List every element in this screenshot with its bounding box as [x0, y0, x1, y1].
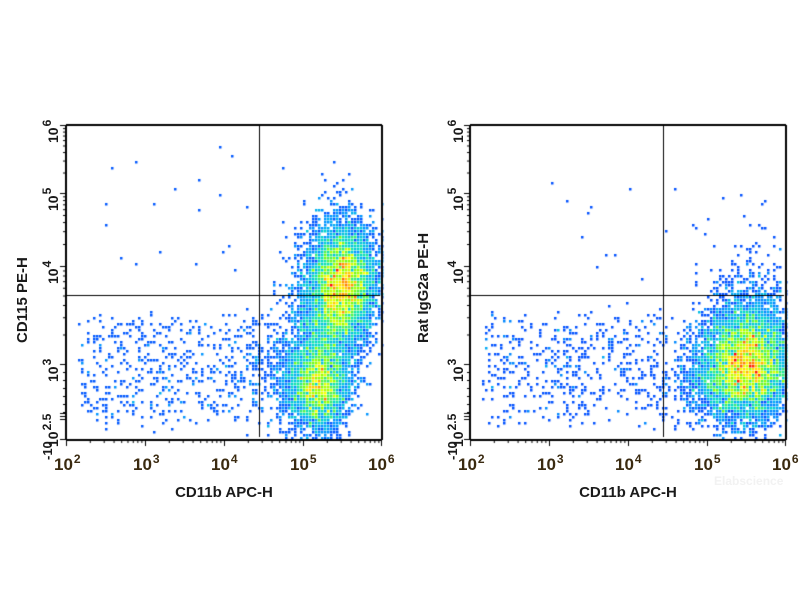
watermark: Elabscience [714, 474, 784, 488]
y-axis-label: CD115 PE-H [14, 257, 31, 343]
x-tick-1e6: 106 [772, 452, 799, 474]
plot-panel-cd115: CD115 PE-H 106 105 104 103 102.5 -10 102… [0, 0, 403, 604]
y-tick-1e6: 106 [445, 119, 466, 143]
density-dot-plot-isotype [403, 0, 806, 604]
x-tick-1e2: 102 [54, 452, 81, 474]
x-tick-1e3: 103 [537, 452, 564, 474]
y-tick-1e5: 105 [40, 187, 61, 211]
x-tick-1e5: 105 [290, 452, 317, 474]
density-dot-plot-cd115 [0, 0, 403, 604]
x-tick-1e4: 104 [211, 452, 238, 474]
y-tick-1e3: 103 [445, 358, 466, 382]
plot-panel-isotype: Rat IgG2a PE-H 106 105 104 103 102.5 -10… [403, 0, 806, 604]
x-axis-label: CD11b APC-H [579, 484, 677, 501]
y-tick-1e6: 106 [40, 119, 61, 143]
x-tick-1e2: 102 [458, 452, 485, 474]
y-tick-1e5: 105 [445, 187, 466, 211]
y-tick-1e3: 103 [40, 358, 61, 382]
x-axis-label: CD11b APC-H [175, 484, 273, 501]
x-tick-1e6: 106 [368, 452, 395, 474]
y-axis-label: Rat IgG2a PE-H [415, 232, 432, 343]
y-tick-1e4: 104 [40, 260, 61, 284]
x-tick-1e4: 104 [615, 452, 642, 474]
x-tick-1e3: 103 [133, 452, 160, 474]
y-tick-1e4: 104 [445, 260, 466, 284]
y-tick-neg10: -10 [40, 441, 55, 460]
x-tick-1e5: 105 [694, 452, 721, 474]
